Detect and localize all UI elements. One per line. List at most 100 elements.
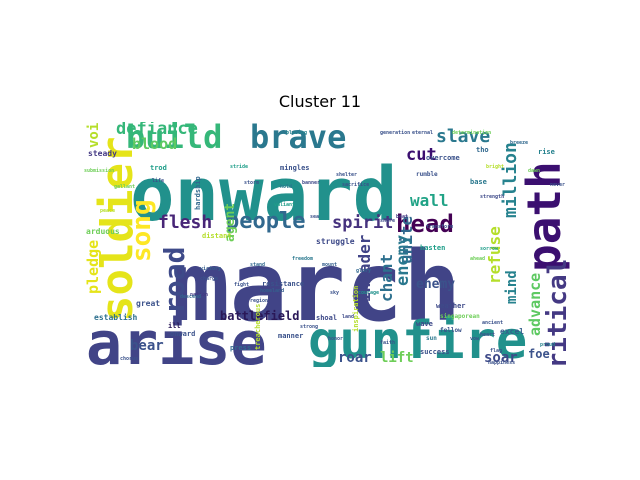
word-sea: sea bbox=[310, 214, 319, 220]
word-excel: excel bbox=[500, 327, 524, 336]
word-soldier: soldier bbox=[92, 137, 143, 322]
word-transform: transform bbox=[426, 224, 453, 230]
word-peace: peace bbox=[100, 208, 115, 214]
word-roar: roar bbox=[338, 350, 372, 366]
word-establish: establish bbox=[94, 312, 138, 322]
word-valiant: valiant bbox=[274, 202, 295, 208]
word-song: song bbox=[127, 199, 157, 262]
word-head: head bbox=[396, 210, 454, 238]
word-courage: courage bbox=[358, 290, 379, 296]
word-strength: strength bbox=[480, 194, 504, 200]
word-strong: strong bbox=[300, 324, 318, 330]
word-determination: determination bbox=[452, 130, 491, 136]
word-inspiration: inspiration bbox=[352, 286, 360, 332]
word-shore: shore bbox=[380, 218, 395, 224]
word-bear: bear bbox=[130, 338, 164, 354]
word-freedom: freedom bbox=[292, 256, 313, 262]
word-advance: advance bbox=[526, 273, 544, 336]
word-sun: sun bbox=[426, 335, 437, 342]
word-march: march bbox=[172, 231, 461, 343]
word-singaporean: singaporean bbox=[440, 313, 480, 320]
word-charge: charge bbox=[200, 276, 218, 282]
word-pledge: pledge bbox=[84, 240, 102, 294]
word-steady: steady bbox=[88, 149, 117, 158]
word-onward: onward bbox=[170, 330, 195, 338]
word-rise: rise bbox=[538, 148, 555, 156]
word-defiance: defiance bbox=[116, 122, 198, 139]
word-flesh: flesh bbox=[158, 212, 212, 233]
word-great: great bbox=[136, 299, 160, 308]
word-eternal: eternal bbox=[412, 130, 433, 136]
word-road: road bbox=[158, 247, 191, 314]
word-happiness: happiness bbox=[488, 360, 515, 366]
word-trod: trod bbox=[150, 164, 167, 172]
word-fight: fight bbox=[234, 282, 249, 288]
word-battlefield: battlefield bbox=[220, 309, 299, 323]
word-shelter: shelter bbox=[336, 172, 357, 178]
word-unite: unite bbox=[397, 216, 416, 264]
word-fellow: fellow bbox=[440, 327, 462, 334]
word-vow: vow bbox=[470, 336, 480, 342]
word-path: path bbox=[517, 161, 571, 272]
chart-title: Cluster 11 bbox=[278, 92, 362, 111]
word-stride: stride bbox=[230, 164, 248, 170]
word-submission: submission bbox=[84, 168, 114, 174]
word-base: base bbox=[470, 178, 487, 186]
word-critical: critical bbox=[543, 259, 572, 367]
word-million: million bbox=[500, 142, 521, 218]
word-faith: faith bbox=[380, 340, 395, 346]
word-distant: distant bbox=[202, 232, 232, 240]
word-nation: nation bbox=[190, 292, 208, 298]
word-gunfire: gunfire bbox=[308, 311, 527, 367]
word-manner: manner bbox=[278, 332, 303, 340]
word-mount: mount bbox=[322, 262, 337, 268]
word-rumble: rumble bbox=[416, 171, 438, 178]
word-shoal: shoal bbox=[316, 314, 337, 322]
word-stand: stand bbox=[250, 262, 265, 268]
word-slave: slave bbox=[436, 126, 490, 147]
word-banner: banner bbox=[302, 180, 320, 186]
word-soar: soar bbox=[484, 350, 518, 366]
word-breeze: breeze bbox=[510, 140, 528, 146]
word-people: people bbox=[226, 209, 305, 234]
word-cut: cut bbox=[406, 145, 437, 165]
word-honor: honor bbox=[328, 336, 343, 342]
word-dawn: dawn bbox=[528, 168, 540, 174]
word-wave: wave bbox=[416, 320, 433, 328]
word-homeland: homeland bbox=[260, 288, 284, 294]
word-ancient: ancient bbox=[482, 320, 503, 326]
word-sorrow: sorrow bbox=[480, 246, 499, 252]
word-wall: wall bbox=[410, 191, 449, 210]
word-hold: hold bbox=[280, 184, 292, 190]
word-overcome: overcome bbox=[426, 154, 460, 162]
word-ill: ill bbox=[168, 322, 181, 330]
word-hardship: hardship bbox=[194, 176, 202, 210]
word-sky: sky bbox=[330, 290, 339, 296]
word-generation: generation bbox=[380, 130, 410, 136]
word-blazing: blazing bbox=[286, 130, 307, 136]
word-descend: descend bbox=[180, 294, 201, 300]
word-voice: voice bbox=[86, 122, 102, 148]
word-bright: bright bbox=[486, 164, 504, 170]
word-life: life bbox=[152, 178, 164, 184]
word-hasten: hasten bbox=[420, 244, 445, 252]
word-arduous: arduous bbox=[86, 227, 120, 236]
word-heart: heart bbox=[480, 332, 495, 338]
word-cloud-background bbox=[80, 122, 572, 367]
word-mind: mind bbox=[504, 270, 520, 304]
word-brave: brave bbox=[250, 122, 346, 156]
word-enemy: enemy bbox=[416, 277, 455, 292]
word-struggle: struggle bbox=[316, 237, 355, 246]
word-chant: chant bbox=[377, 254, 396, 302]
word-weather: weather bbox=[436, 302, 466, 310]
word-resistance: resistance bbox=[262, 280, 304, 288]
word-enemy: enemy bbox=[393, 235, 413, 286]
word-build: build bbox=[126, 122, 222, 156]
word-flag: flag bbox=[490, 348, 502, 354]
word-arise: arise bbox=[86, 309, 267, 367]
word-agent: agent bbox=[223, 203, 238, 242]
word-press: press bbox=[230, 344, 251, 352]
word-cloud: onward march arise gunfire soldier path build b… bbox=[80, 122, 572, 367]
word-success: success bbox=[420, 348, 450, 356]
word-invader: invader bbox=[355, 235, 374, 302]
